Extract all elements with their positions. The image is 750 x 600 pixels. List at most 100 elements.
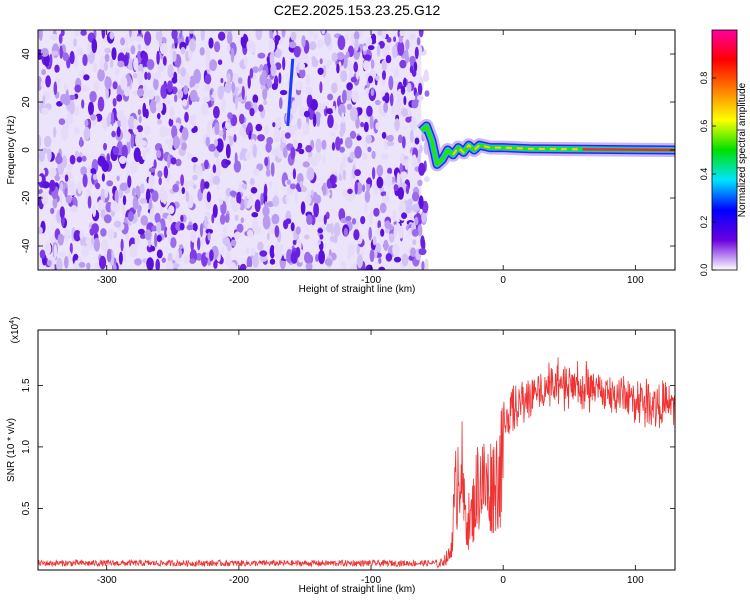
noise-blob (418, 162, 426, 176)
noise-blob (57, 233, 64, 246)
spectrogram-signal-ridge (416, 119, 675, 172)
noise-blob (366, 178, 373, 185)
noise-blob (109, 31, 115, 40)
noise-blob (299, 180, 304, 188)
noise-blob (371, 167, 376, 180)
noise-blob (369, 211, 373, 226)
noise-blob (84, 119, 89, 127)
noise-blob (226, 45, 231, 53)
noise-blob (314, 152, 322, 162)
noise-blob (353, 61, 359, 73)
noise-blob (127, 175, 132, 188)
noise-blob (330, 222, 334, 236)
noise-blob (167, 231, 171, 245)
noise-blob (64, 174, 69, 182)
noise-blob (209, 89, 213, 96)
noise-blob (209, 249, 214, 262)
noise-blob (239, 113, 245, 125)
y-tick-label: 40 (21, 48, 32, 60)
spectrogram-noise (38, 30, 430, 270)
noise-blob (270, 162, 275, 177)
noise-blob (64, 255, 69, 269)
noise-blob (291, 100, 297, 115)
noise-blob (213, 150, 220, 158)
noise-blob (222, 126, 227, 141)
noise-blob (250, 187, 258, 194)
noise-blob (257, 134, 265, 142)
colorbar-ticks: 0.0 0.2 0.4 0.6 0.8 (699, 72, 716, 276)
noise-blob (417, 82, 423, 96)
noise-blob (346, 103, 353, 111)
noise-blob (321, 30, 326, 35)
noise-blob (370, 59, 375, 70)
noise-blob (246, 256, 253, 270)
noise-blob (346, 82, 353, 91)
noise-blob (120, 37, 126, 46)
noise-blob (65, 194, 72, 204)
noise-blob (310, 99, 318, 111)
noise-blob (414, 137, 420, 145)
noise-blob (50, 207, 55, 215)
noise-blob (166, 260, 174, 270)
noise-blob (234, 231, 241, 240)
noise-blob (313, 202, 319, 218)
noise-blob (49, 167, 57, 178)
noise-blob (134, 258, 142, 266)
noise-blob (148, 167, 156, 173)
noise-blob (269, 258, 276, 265)
noise-blob (201, 101, 209, 116)
noise-blob (368, 75, 373, 84)
noise-blob (382, 60, 387, 72)
noise-blob (64, 228, 70, 243)
noise-blob (142, 52, 146, 68)
noise-blob (331, 82, 338, 94)
snr-xlabel: Height of straight line (km) (299, 584, 416, 595)
noise-blob (103, 62, 108, 72)
noise-blob (333, 222, 341, 237)
noise-blob (356, 135, 362, 141)
noise-blob (79, 230, 84, 240)
noise-blob (154, 232, 158, 248)
noise-blob (221, 247, 225, 255)
noise-blob (58, 251, 66, 257)
noise-blob (382, 70, 386, 80)
noise-blob (416, 37, 421, 46)
noise-blob (56, 257, 63, 270)
noise-blob (114, 67, 120, 76)
noise-blob (350, 76, 357, 83)
noise-blob (230, 239, 237, 247)
noise-blob (293, 123, 298, 132)
noise-blob (230, 48, 235, 63)
y-tick-label: -20 (21, 190, 32, 205)
y-tick-label: 0 (21, 147, 32, 153)
noise-blob (270, 63, 277, 77)
noise-blob (305, 74, 311, 86)
noise-blob (217, 59, 223, 65)
noise-blob (395, 101, 403, 115)
noise-blob (400, 171, 408, 179)
noise-blob (148, 197, 153, 211)
noise-blob (136, 125, 143, 133)
noise-blob (350, 263, 359, 270)
noise-blob (319, 234, 324, 240)
noise-blob (292, 239, 297, 246)
noise-blob (246, 229, 254, 238)
noise-blob (74, 127, 80, 135)
snr-frame (37, 329, 676, 571)
noise-blob (381, 153, 389, 160)
noise-blob (82, 54, 88, 66)
noise-blob (159, 42, 168, 55)
noise-blob (120, 76, 128, 91)
noise-blob (273, 243, 280, 258)
x-tick-label: -300 (97, 275, 117, 286)
noise-blob (134, 128, 139, 136)
noise-blob (365, 134, 372, 144)
noise-blob (150, 72, 155, 80)
noise-blob (386, 140, 395, 147)
noise-blob (295, 246, 301, 258)
noise-blob (315, 138, 322, 153)
noise-blob (281, 30, 286, 38)
noise-blob (351, 218, 357, 225)
noise-blob (294, 189, 298, 204)
noise-blob (279, 89, 288, 96)
